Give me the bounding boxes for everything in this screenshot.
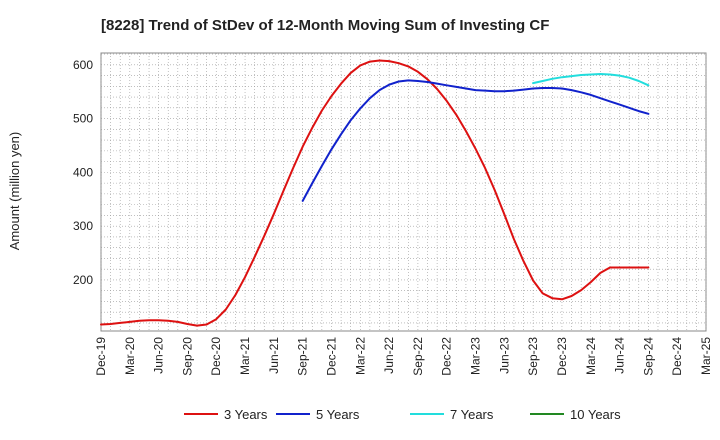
legend-label-10-years: 10 Years (570, 407, 621, 422)
grid (100, 53, 707, 331)
x-tick-label: Mar-23 (469, 337, 483, 375)
series-lines (100, 59, 650, 327)
x-tick-label: Sep-21 (296, 337, 310, 376)
series-line-5-years (301, 79, 650, 202)
plot-frame (100, 52, 707, 332)
legend-label-3-years: 3 Years (224, 407, 268, 422)
series-line-3-years (100, 59, 650, 327)
x-tick-label: Jun-24 (613, 337, 627, 374)
chart-title: [8228] Trend of StDev of 12-Month Moving… (101, 17, 549, 34)
legend-label-5-years: 5 Years (316, 407, 360, 422)
x-tick-label: Dec-22 (440, 337, 454, 376)
x-tick-label: Mar-24 (584, 337, 598, 375)
x-tick-label: Dec-23 (555, 337, 569, 376)
x-tick-label: Sep-22 (411, 337, 425, 376)
x-tick-label: Dec-19 (94, 337, 108, 376)
y-tick-label: 600 (73, 58, 93, 72)
x-tick-label: Sep-23 (526, 337, 540, 376)
plot-area (100, 52, 707, 332)
legend: 3 Years 5 Years 7 Years 10 Years (184, 407, 621, 422)
x-tick-label: Mar-21 (238, 337, 252, 375)
x-tick-label: Jun-22 (382, 337, 396, 374)
series-line-7-years (532, 73, 650, 87)
y-axis-ticks: 200 300 400 500 600 (73, 58, 93, 287)
y-tick-label: 200 (73, 273, 93, 287)
x-tick-label: Dec-24 (670, 337, 684, 376)
x-tick-label: Dec-21 (324, 337, 338, 376)
x-tick-label: Jun-20 (152, 337, 166, 374)
y-tick-label: 500 (73, 112, 93, 126)
x-tick-label: Sep-24 (641, 337, 655, 376)
x-tick-label: Mar-22 (353, 337, 367, 375)
y-tick-label: 400 (73, 165, 93, 179)
x-tick-label: Mar-25 (699, 337, 713, 375)
x-tick-label: Jun-21 (267, 337, 281, 374)
legend-label-7-years: 7 Years (450, 407, 494, 422)
x-tick-label: Jun-23 (497, 337, 511, 374)
x-tick-label: Mar-20 (123, 337, 137, 375)
x-axis-ticks: Dec-19 Mar-20 Jun-20 Sep-20 Dec-20 Mar-21 Jun-… (94, 337, 713, 376)
x-tick-label: Sep-20 (180, 337, 194, 376)
y-tick-label: 300 (73, 219, 93, 233)
y-axis-label: Amount (million yen) (7, 132, 22, 251)
x-tick-label: Dec-20 (209, 337, 223, 376)
